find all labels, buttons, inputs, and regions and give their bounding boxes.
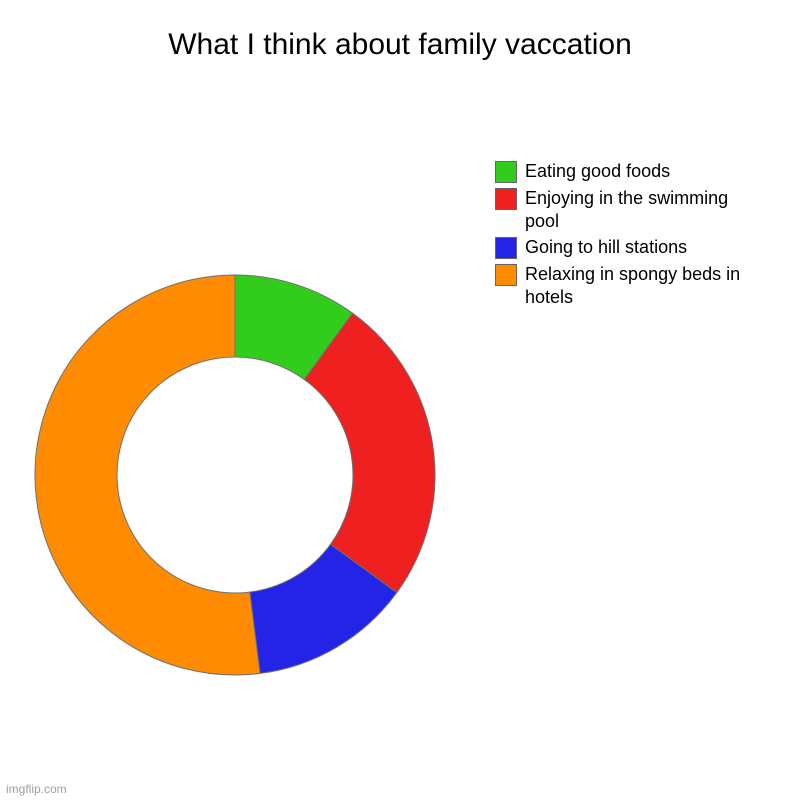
legend-swatch <box>495 161 517 183</box>
legend-swatch <box>495 237 517 259</box>
legend-label: Enjoying in the swimming pool <box>525 187 755 232</box>
legend-swatch <box>495 264 517 286</box>
legend-item: Going to hill stations <box>495 236 755 259</box>
donut-chart <box>0 0 800 800</box>
watermark: imgflip.com <box>6 782 67 796</box>
legend-swatch <box>495 188 517 210</box>
legend-item: Relaxing in spongy beds in hotels <box>495 263 755 308</box>
legend-label: Going to hill stations <box>525 236 687 259</box>
legend-label: Relaxing in spongy beds in hotels <box>525 263 755 308</box>
legend: Eating good foods Enjoying in the swimmin… <box>495 160 755 312</box>
donut-slice <box>304 313 435 592</box>
donut-svg <box>0 0 800 800</box>
legend-label: Eating good foods <box>525 160 670 183</box>
legend-item: Eating good foods <box>495 160 755 183</box>
donut-slice <box>35 275 260 675</box>
legend-item: Enjoying in the swimming pool <box>495 187 755 232</box>
